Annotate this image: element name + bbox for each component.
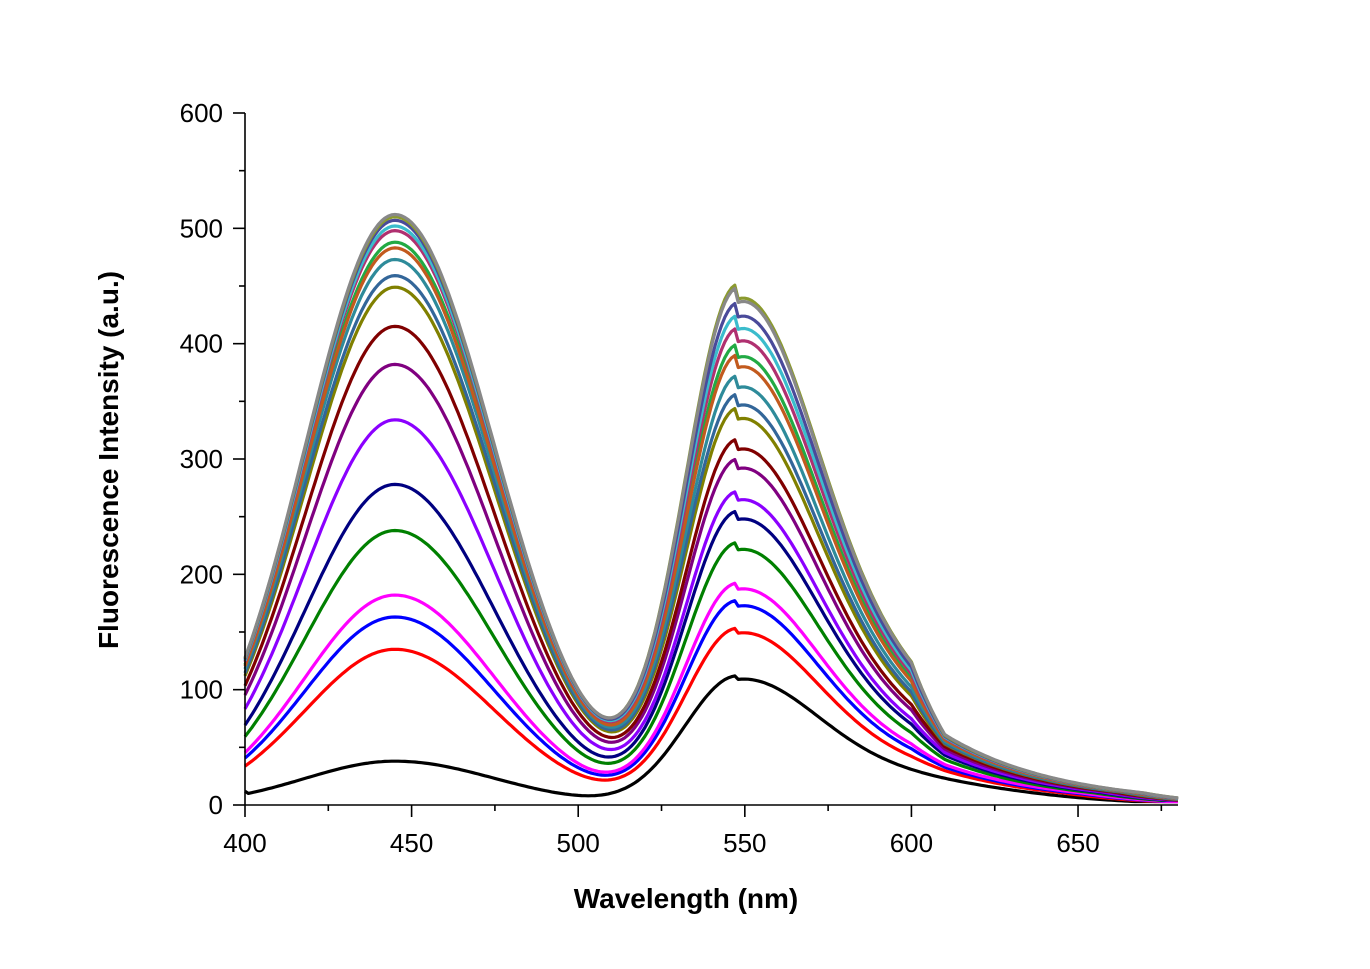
y-tick-label: 500	[180, 213, 223, 243]
y-tick-label: 100	[180, 675, 223, 705]
x-tick-label: 500	[557, 828, 600, 858]
x-tick-label: 650	[1056, 828, 1099, 858]
x-tick-label: 600	[890, 828, 933, 858]
spectrum-line-3	[243, 599, 1178, 804]
x-tick-label: 550	[723, 828, 766, 858]
spectrum-line-13	[243, 240, 1179, 801]
spectrum-line-19	[243, 212, 1179, 800]
spectrum-line-1	[244, 674, 1178, 804]
y-tick-label: 0	[209, 790, 223, 820]
spectrum-line-17	[243, 218, 1179, 800]
spectrum-line-18	[243, 215, 1179, 800]
y-tick-label: 400	[180, 329, 223, 359]
x-axis-title: Wavelength (nm)	[574, 883, 799, 914]
x-tick-label: 400	[223, 828, 266, 858]
spectrum-line-15	[243, 229, 1179, 801]
spectrum-line-4	[243, 581, 1178, 804]
y-tick-label: 600	[180, 98, 223, 128]
y-tick-label: 200	[180, 559, 223, 589]
spectrum-line-2	[244, 626, 1178, 804]
y-axis-title: Fluorescence Intensity (a.u.)	[93, 271, 124, 649]
spectrum-line-7	[243, 418, 1178, 803]
axes-layer: 0 100 200 300 400 500 600 400 450 500 550 600 650	[180, 98, 1178, 858]
y-tick-label: 300	[180, 444, 223, 474]
spectrum-line-5	[243, 528, 1178, 803]
series-layer	[243, 212, 1179, 804]
spectrum-line-16	[243, 224, 1179, 800]
x-tick-label: 450	[390, 828, 433, 858]
